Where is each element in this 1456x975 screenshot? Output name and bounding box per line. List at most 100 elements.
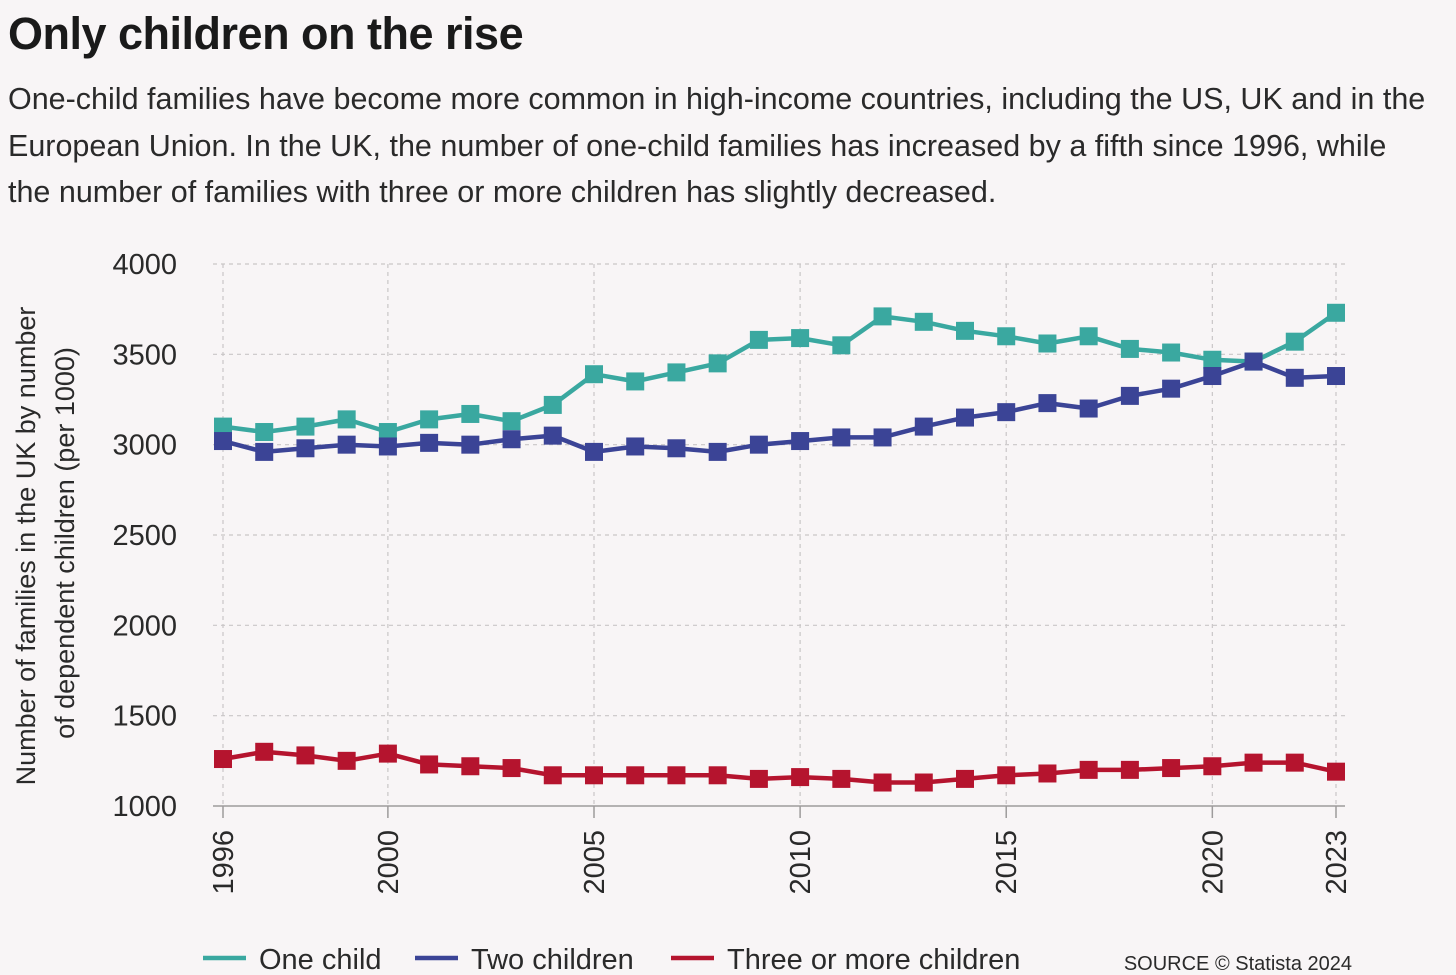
data-point xyxy=(296,439,315,458)
data-point xyxy=(255,442,274,461)
data-point xyxy=(749,435,768,454)
chart-grid xyxy=(213,263,1345,818)
data-point xyxy=(1079,760,1098,779)
data-point xyxy=(1327,762,1345,781)
chart-series xyxy=(214,303,1345,792)
data-point xyxy=(420,755,439,774)
legend-label: Two children xyxy=(471,944,634,975)
data-point xyxy=(337,435,356,454)
data-point xyxy=(543,395,562,414)
chart-legend: One child Two children Three or more child… xyxy=(203,944,1020,975)
legend-label: Three or more children xyxy=(727,944,1020,975)
data-point xyxy=(1285,368,1304,387)
data-point xyxy=(1120,339,1139,358)
x-tick-label: 2000 xyxy=(373,830,405,895)
data-point xyxy=(255,742,274,761)
y-tick-label: 3500 xyxy=(112,339,177,371)
data-point xyxy=(791,432,810,451)
data-point xyxy=(873,428,892,447)
data-point xyxy=(749,769,768,788)
data-point xyxy=(1038,764,1057,783)
data-point xyxy=(420,410,439,429)
x-tick-label: 2023 xyxy=(1321,830,1353,895)
data-point xyxy=(1327,303,1345,322)
data-point xyxy=(997,403,1016,422)
chart-title: Only children on the rise xyxy=(8,8,524,59)
data-point xyxy=(1203,757,1222,776)
data-point xyxy=(1162,343,1181,362)
data-point xyxy=(626,437,645,456)
y-axis-label-line-2: of dependent children (per 1000) xyxy=(50,347,80,739)
data-point xyxy=(378,437,397,456)
x-axis-ticks: 1996 2000 2005 2010 2015 2020 2023 xyxy=(208,830,1353,895)
data-point xyxy=(832,769,851,788)
data-point xyxy=(1285,753,1304,772)
data-point xyxy=(667,363,686,382)
data-point xyxy=(461,757,480,776)
data-point xyxy=(1285,332,1304,351)
series-three-or-more-children xyxy=(214,742,1345,792)
data-point xyxy=(1244,352,1263,371)
data-point xyxy=(914,417,933,436)
data-point xyxy=(708,442,727,461)
data-point xyxy=(502,412,521,431)
legend-label: One child xyxy=(259,944,382,975)
data-point xyxy=(1162,379,1181,398)
data-point xyxy=(873,773,892,792)
y-tick-label: 3000 xyxy=(112,430,177,462)
data-point xyxy=(296,746,315,765)
y-axis-label-line-1: Number of families in the UK by number xyxy=(11,307,41,786)
legend-item: Three or more children xyxy=(671,944,1020,975)
data-point xyxy=(1203,367,1222,386)
series-line xyxy=(222,359,1337,455)
y-tick-label: 2500 xyxy=(112,520,177,552)
data-point xyxy=(832,428,851,447)
data-point xyxy=(378,423,397,442)
data-point xyxy=(1079,327,1098,346)
x-tick-label: 2010 xyxy=(785,830,817,895)
legend-item: One child xyxy=(203,944,382,975)
data-point xyxy=(956,321,974,340)
data-point xyxy=(337,751,356,770)
data-point xyxy=(502,759,521,778)
data-point xyxy=(1038,334,1057,353)
data-point xyxy=(378,744,397,763)
data-point xyxy=(1120,760,1139,779)
series-two-children xyxy=(214,352,1345,461)
data-point xyxy=(791,768,810,787)
data-point xyxy=(1162,759,1181,778)
x-tick-label: 2015 xyxy=(991,830,1023,895)
data-point xyxy=(997,766,1016,785)
data-point xyxy=(1120,386,1139,405)
data-point xyxy=(543,766,562,785)
data-point xyxy=(1038,394,1057,413)
data-point xyxy=(585,442,603,461)
series-line xyxy=(222,749,1337,785)
data-point xyxy=(420,433,439,452)
series-one-child xyxy=(214,303,1345,442)
data-point xyxy=(956,769,974,788)
data-point xyxy=(543,426,562,445)
data-point xyxy=(791,329,810,348)
data-point xyxy=(1244,753,1263,772)
data-point xyxy=(337,410,356,429)
data-point xyxy=(667,766,686,785)
data-point xyxy=(708,766,727,785)
data-point xyxy=(914,773,933,792)
data-point xyxy=(1327,367,1345,386)
data-point xyxy=(585,365,603,384)
chart-subtitle: One-child families have become more comm… xyxy=(8,82,1426,209)
y-tick-label: 1500 xyxy=(112,701,177,733)
x-tick-label: 2005 xyxy=(579,830,611,895)
x-tick-label: 1996 xyxy=(208,830,240,895)
data-point xyxy=(214,417,232,436)
data-point xyxy=(708,354,727,373)
y-tick-label: 2000 xyxy=(112,610,177,642)
data-point xyxy=(214,750,232,769)
x-tick-label: 2020 xyxy=(1197,830,1229,895)
source-note: SOURCE © Statista 2024 xyxy=(1124,953,1352,975)
data-point xyxy=(214,432,232,451)
data-point xyxy=(914,312,933,331)
data-point xyxy=(956,408,974,427)
